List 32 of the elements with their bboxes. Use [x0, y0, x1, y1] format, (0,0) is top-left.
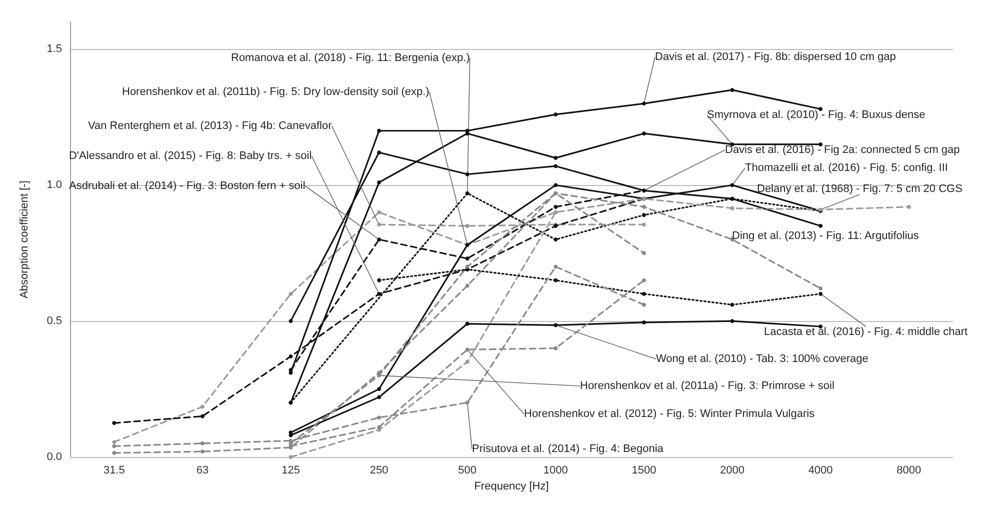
- text: Davis et al. (2017) - Fig. 8b: dispersed 10 cm gap: [655, 51, 896, 63]
- x-tick-label: 4000: [808, 464, 833, 476]
- text: Romanova et al. (2018) - Fig. 11: Bergenia (exp.): [231, 52, 470, 64]
- y-tick-label: 0.5: [46, 315, 62, 328]
- text: Prisutova et al. (2014) - Fig. 4: Begonia: [472, 443, 664, 455]
- x-tick-label: 2000: [720, 464, 744, 476]
- x-tick-label: 125: [282, 464, 300, 476]
- series-label: Smyrnova et al. (2010) - Fig. 4: Buxus dense: [707, 109, 926, 121]
- x-axis-title: Frequency [Hz]: [474, 480, 549, 492]
- y-tick-label: 1.5: [46, 43, 62, 56]
- text: Asdrubali et al. (2014) - Fig. 3: Boston fern + soil: [69, 180, 306, 192]
- x-tick-label: 1500: [632, 464, 656, 476]
- series-label: Thomazelli et al. (2016) - Fig. 5: config. III: [745, 162, 948, 174]
- y-tick-label: 0.0: [46, 451, 62, 463]
- y-axis-title: Absorption coefficient [-]: [18, 180, 30, 298]
- text: Horenshenkov et al. (2011b) - Fig. 5: Dry low-density soil (exp.): [122, 86, 430, 98]
- x-tick-label: 31.5: [103, 464, 125, 476]
- x-tick-label: 1000: [543, 464, 568, 476]
- series-label: Ding et al. (2013) - Fig. 11: Argutifolius: [732, 230, 920, 242]
- series-label: Delany et al. (1968) - Fig. 7: 5 cm 20 CGS: [757, 183, 962, 195]
- x-tick-label: 63: [196, 464, 209, 476]
- text: Van Renterghem et al. (2013) - Fig 4b: Canevaflor: [88, 120, 332, 132]
- text: Wong et al. (2010) - Tab. 3: 100% coverage: [656, 353, 868, 365]
- text: Horenshenkov et al. (2012) - Fig. 5: Winter Primula Vulgaris: [524, 408, 816, 420]
- text: Horenshenkov et al. (2011a) - Fig. 3: Primrose + soil: [580, 380, 834, 392]
- x-tick-label: 8000: [896, 464, 922, 476]
- text: D'Alessandro et al. (2015) - Fig. 8: Baby trs. + soil: [69, 150, 312, 162]
- y-tick-label: 1.0: [46, 179, 62, 192]
- text: Lacasta et al. (2016) - Fig. 4: middle chart: [764, 326, 968, 338]
- text: Davis et al. (2016) - Fig 2a: connected 5 cm gap: [725, 144, 960, 156]
- x-tick-label: 250: [370, 464, 388, 476]
- x-tick-label: 500: [458, 464, 477, 476]
